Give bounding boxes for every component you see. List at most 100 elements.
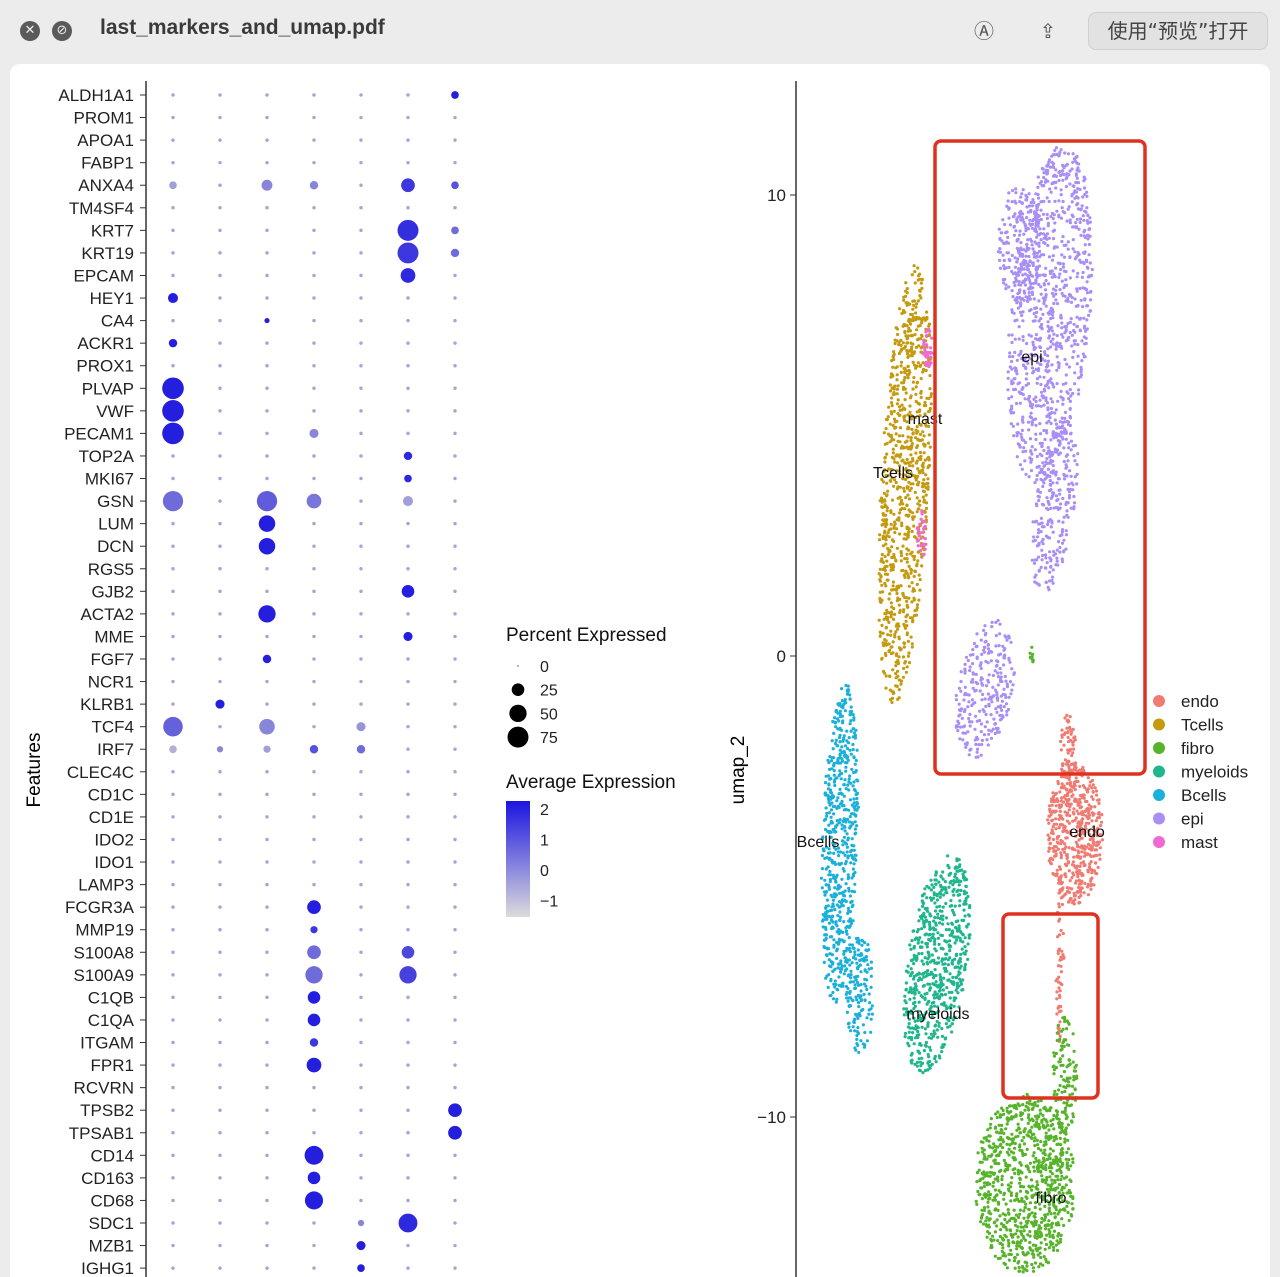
umap-point: [962, 698, 966, 702]
dot-mark: [406, 995, 410, 1000]
umap-point: [926, 485, 930, 489]
umap-point: [916, 429, 920, 434]
umap-point: [898, 508, 903, 512]
minimize-icon[interactable]: ⊘: [52, 21, 72, 41]
umap-point: [832, 943, 836, 947]
umap-point: [852, 716, 856, 720]
umap-point: [1069, 474, 1073, 478]
umap-point: [971, 686, 975, 690]
umap-point: [861, 1042, 865, 1046]
umap-point: [881, 641, 885, 645]
umap-point: [928, 939, 932, 943]
umap-point: [904, 615, 908, 619]
umap-point: [1084, 210, 1088, 214]
umap-point: [1003, 277, 1007, 281]
umap-point: [1026, 227, 1030, 231]
umap-point: [1033, 481, 1037, 485]
dot-mark: [312, 702, 316, 706]
umap-point: [1087, 865, 1092, 869]
umap-point: [889, 612, 893, 617]
umap-point: [852, 801, 856, 805]
umap-point: [909, 348, 914, 353]
umap-point: [910, 345, 914, 349]
average-legend-colorbar: [506, 801, 530, 917]
umap-point: [1029, 222, 1034, 227]
umap-point: [853, 986, 857, 991]
dot-mark: [406, 1176, 410, 1180]
umap-point: [1032, 312, 1036, 316]
umap-point: [982, 628, 986, 633]
close-icon[interactable]: ✕: [20, 21, 40, 41]
umap-point: [1015, 434, 1019, 438]
dot-mark: [162, 422, 184, 445]
umap-point: [891, 563, 895, 567]
percent-legend-label: 75: [540, 730, 558, 747]
umap-point: [1063, 862, 1068, 866]
umap-point: [1010, 359, 1014, 364]
umap-point: [853, 1046, 857, 1050]
umap-point: [1074, 304, 1078, 308]
dot-mark: [264, 318, 270, 324]
dot-mark: [453, 679, 457, 684]
umap-point: [838, 915, 843, 920]
umap-point: [896, 658, 900, 663]
umap-point: [1017, 325, 1021, 329]
umap-point: [923, 536, 927, 541]
umap-point: [1033, 354, 1037, 358]
umap-point: [1085, 206, 1089, 210]
umap-point: [844, 769, 848, 773]
umap-point: [1081, 214, 1085, 218]
umap-point: [1057, 452, 1061, 457]
umap-point: [847, 936, 851, 940]
umap-point: [902, 486, 906, 490]
umap-point: [1010, 333, 1014, 337]
umap-point: [1064, 463, 1068, 467]
markup-pen-icon[interactable]: Ⓐ: [974, 19, 994, 43]
dot-mark: [359, 950, 363, 955]
umap-point: [1010, 404, 1014, 408]
umap-point: [1011, 295, 1015, 299]
umap-point: [965, 742, 969, 747]
umap-point: [1061, 199, 1065, 204]
dot-mark: [406, 792, 410, 797]
umap-point: [941, 918, 945, 922]
dot-mark: [359, 454, 363, 458]
umap-point: [1024, 377, 1028, 381]
umap-point: [916, 266, 920, 270]
umap-point: [897, 343, 901, 347]
umap-point: [829, 979, 833, 983]
umap-point: [924, 1040, 928, 1045]
umap-point: [848, 963, 852, 967]
umap-point: [840, 801, 844, 805]
umap-point: [837, 821, 841, 825]
dot-mark: [218, 905, 222, 909]
umap-point: [1000, 708, 1004, 713]
umap-point: [1049, 861, 1053, 865]
umap-point: [1068, 814, 1072, 818]
umap-point: [1039, 200, 1043, 204]
umap-point: [925, 317, 929, 321]
umap-point: [1064, 875, 1068, 879]
umap-point: [1030, 290, 1034, 294]
umap-point: [1010, 340, 1014, 345]
umap-point: [1072, 891, 1076, 895]
umap-point: [917, 456, 921, 460]
dot-mark: [218, 1221, 222, 1225]
umap-point: [1046, 520, 1050, 524]
umap-point: [1078, 316, 1083, 320]
dot-mark: [403, 451, 413, 461]
umap-point: [1061, 823, 1065, 827]
umap-point: [1041, 553, 1045, 558]
umap-point: [1080, 850, 1084, 854]
umap-point: [892, 526, 896, 530]
umap-point: [1059, 313, 1063, 317]
umap-point: [936, 956, 941, 960]
open-with-preview-button[interactable]: 使用“预览”打开: [1088, 12, 1268, 50]
umap-point: [1007, 695, 1011, 699]
share-icon[interactable]: ⇪: [1039, 19, 1057, 43]
umap-point: [1076, 855, 1080, 859]
umap-point: [1054, 174, 1058, 178]
umap-point: [1021, 358, 1026, 362]
umap-point: [1082, 891, 1086, 895]
umap-point: [884, 542, 888, 546]
